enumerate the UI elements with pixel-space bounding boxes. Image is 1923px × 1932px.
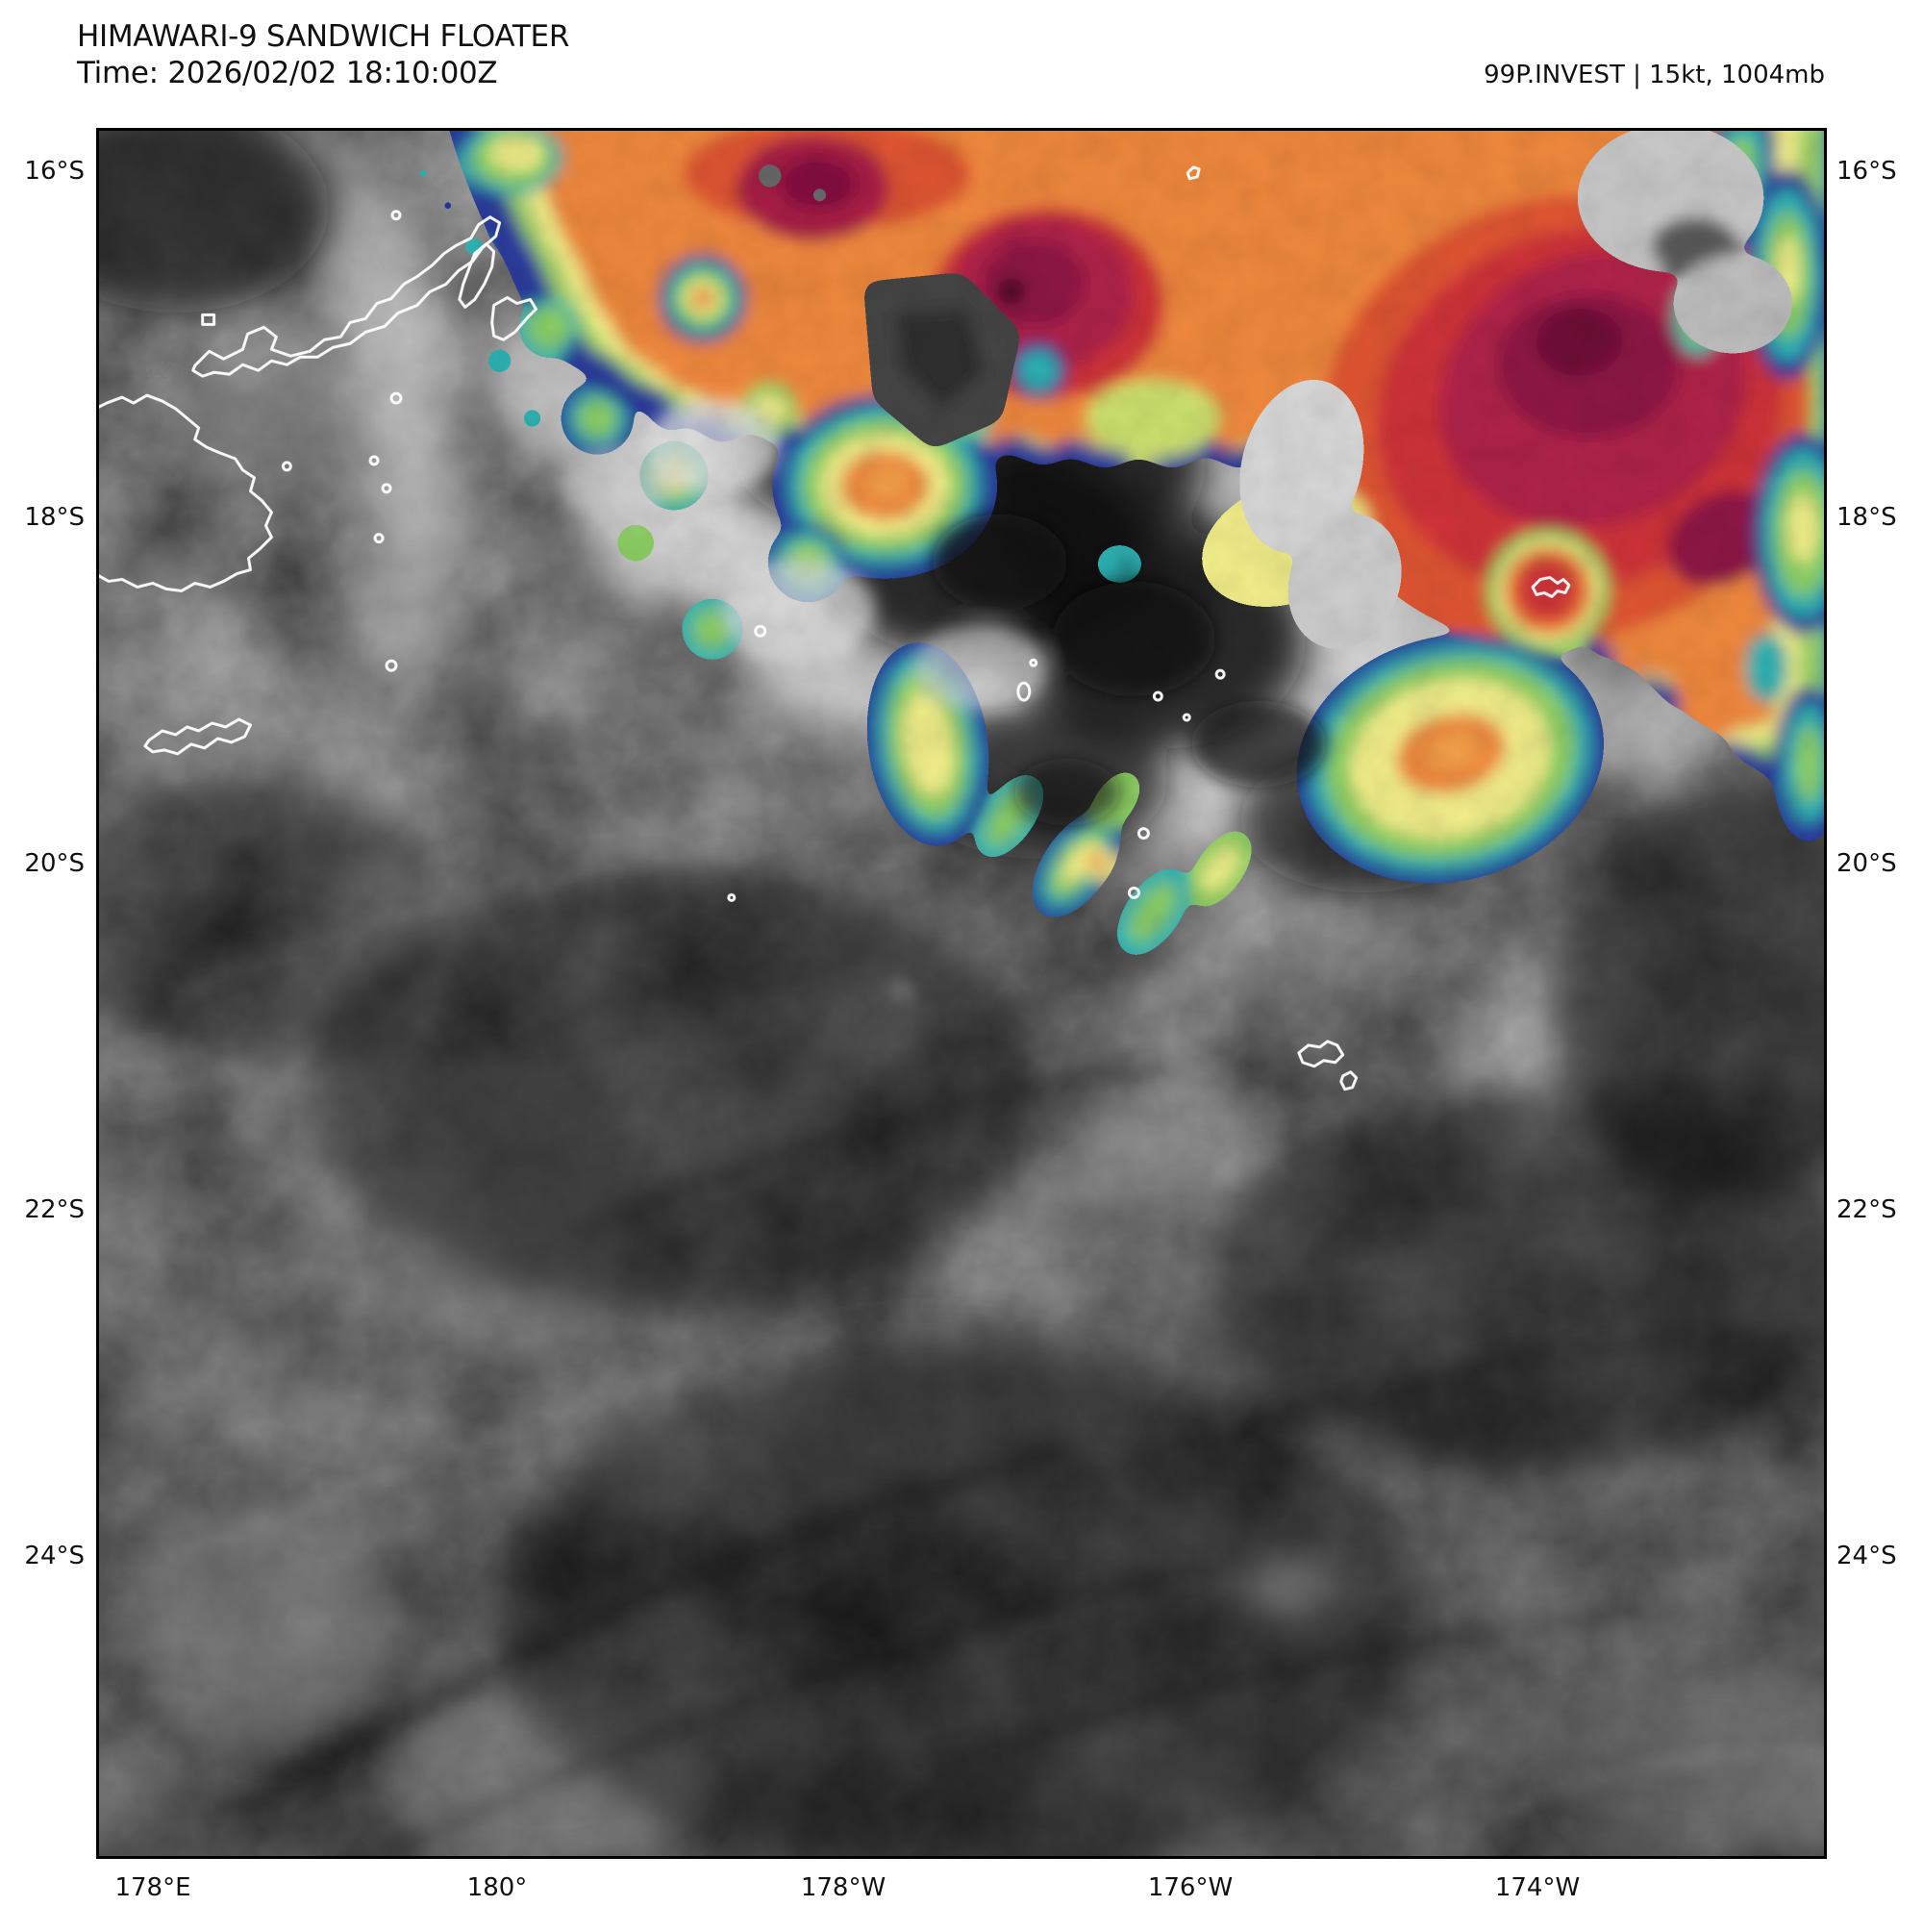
coastline-lau-island-a [1297,1040,1345,1068]
image-timestamp: Time: 2026/02/02 18:10:00Z [77,56,498,90]
coastline-islet-square [201,313,216,326]
coastline-vanua-levu [191,215,502,378]
coastline-viti-levu [99,393,273,592]
coastline-layer [99,165,1571,1091]
coastline-rabi [490,295,537,341]
lat-label-left-22s: 22°S [24,1195,85,1224]
satellite-sandwich-image [99,131,1824,1856]
lon-label-176w: 176°W [1147,1873,1234,1902]
coastline-islet-hook [1186,165,1201,181]
lat-label-left-20s: 20°S [24,849,85,878]
lat-label-right-18s: 18°S [1836,503,1897,532]
satellite-image-frame: Copyright © 2020-2026 Dapiya [96,128,1827,1859]
lat-label-right-24s: 24°S [1836,1542,1897,1570]
lat-label-left-18s: 18°S [24,503,85,532]
lat-label-left-16s: 16°S [24,157,85,186]
fine-noise-overlay [99,131,1824,1856]
coastline-lau-island-b [1339,1070,1359,1091]
lon-label-180: 180° [466,1873,528,1902]
page-title: HIMAWARI-9 SANDWICH FLOATER [77,19,570,54]
lon-label-178e: 178°E [114,1873,191,1902]
lon-label-174w: 174°W [1494,1873,1581,1902]
lat-label-left-24s: 24°S [24,1542,85,1570]
lat-label-right-16s: 16°S [1836,157,1897,186]
coastline-taveuni [458,242,496,309]
lat-label-right-20s: 20°S [1836,849,1897,878]
lat-label-right-22s: 22°S [1836,1195,1897,1224]
lon-label-178w: 178°W [800,1873,887,1902]
coastline-island-in-red-cell [1531,575,1571,598]
coastline-kadavu [143,717,252,756]
storm-info-label: 99P.INVEST | 15kt, 1004mb [1484,61,1825,89]
